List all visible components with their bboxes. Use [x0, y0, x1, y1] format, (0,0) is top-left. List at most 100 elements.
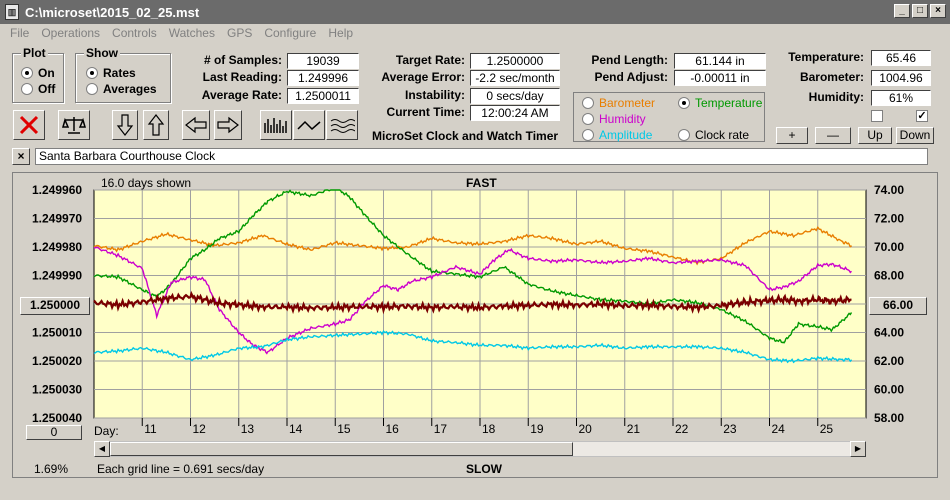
radio-icon — [582, 129, 594, 141]
balance-scale-icon — [62, 117, 86, 134]
close-button[interactable]: × — [930, 4, 946, 18]
right-center-value[interactable]: 66.00 — [869, 297, 927, 315]
average-error-label: Average Error: — [381, 70, 465, 84]
left-tick-label: 1.249960 — [32, 183, 82, 197]
radio-icon — [582, 97, 594, 109]
sensor-clockrate-radio[interactable]: Clock rate — [678, 128, 749, 142]
zero-button[interactable]: 0 — [26, 425, 82, 440]
day-tick-label: 18 — [482, 422, 496, 436]
fast-label: FAST — [466, 176, 497, 190]
pend-length-value: 61.144 in — [674, 53, 766, 69]
day-tick-label: 24 — [772, 422, 786, 436]
day-tick-label: 13 — [241, 422, 255, 436]
radio-selected-icon — [21, 67, 33, 79]
right-tick-label: 62.00 — [874, 354, 904, 368]
sensor-temperature-radio[interactable]: Temperature — [678, 96, 762, 110]
day-tick-label: 16 — [386, 422, 400, 436]
grid-note: Each grid line = 0.691 secs/day — [97, 462, 265, 476]
humidity-label: Humidity: — [808, 90, 864, 104]
line-plot-icon — [297, 120, 321, 131]
title-bar: ▥ C:\microset\2015_02_25.mst _ □ × — [0, 0, 950, 24]
left-tick-label: 1.249980 — [32, 240, 82, 254]
minimize-button[interactable]: _ — [894, 4, 910, 18]
right-tick-label: 64.00 — [874, 326, 904, 340]
plot-group: Plot On Off — [12, 46, 64, 103]
arrow-down-icon — [116, 114, 134, 136]
series-line-barometer — [93, 226, 853, 266]
target-rate-value: 1.2500000 — [470, 53, 560, 69]
scrollbar-thumb[interactable] — [110, 442, 573, 456]
current-time-label: Current Time: — [386, 105, 465, 119]
menu-bar: File Operations Controls Watches GPS Con… — [0, 24, 950, 42]
menu-controls[interactable]: Controls — [112, 26, 157, 40]
scroll-right-button[interactable] — [214, 110, 242, 140]
move-down-button[interactable] — [112, 110, 138, 140]
radio-selected-icon — [86, 67, 98, 79]
scroll-left-arrow-icon[interactable]: ◀ — [94, 441, 110, 457]
day-axis-label: Day: — [94, 424, 119, 438]
day-tick-label: 12 — [193, 422, 207, 436]
left-checkbox[interactable] — [871, 110, 883, 122]
instability-value: 0 secs/day — [470, 88, 560, 104]
maximize-button[interactable]: □ — [912, 4, 928, 18]
sensor-humidity-radio[interactable]: Humidity — [582, 112, 646, 126]
sensor-barometer-radio[interactable]: Barometer — [582, 96, 655, 110]
window-title: C:\microset\2015_02_25.mst — [25, 4, 200, 20]
balance-button[interactable] — [58, 110, 90, 140]
radio-icon — [678, 129, 690, 141]
plot-off-radio[interactable]: Off — [21, 82, 55, 96]
menu-help[interactable]: Help — [328, 26, 354, 40]
day-tick-label: 11 — [144, 422, 157, 436]
histogram-button[interactable] — [260, 110, 292, 140]
scale-up-button[interactable]: Up — [858, 127, 892, 144]
left-tick-label: 1.249990 — [32, 269, 82, 283]
menu-operations[interactable]: Operations — [41, 26, 101, 40]
menu-configure[interactable]: Configure — [264, 26, 317, 40]
scroll-left-button[interactable] — [182, 110, 210, 140]
wave-plot-button[interactable] — [326, 110, 358, 140]
show-group: Show Rates Averages — [75, 46, 171, 103]
menu-gps[interactable]: GPS — [226, 26, 253, 40]
barometer-value: 1004.96 — [871, 70, 931, 86]
left-tick-label: 1.250040 — [32, 411, 82, 425]
sensor-select-box: Barometer Temperature Humidity Amplitude… — [573, 92, 765, 142]
right-tick-label: 74.00 — [874, 183, 904, 197]
move-up-button[interactable] — [143, 110, 169, 140]
right-checkbox[interactable]: ✓ — [916, 110, 928, 122]
scroll-right-arrow-icon[interactable]: ▶ — [850, 441, 866, 457]
pend-length-label: Pend Length: — [591, 53, 668, 67]
day-tick-label: 19 — [530, 422, 544, 436]
plot-on-radio[interactable]: On — [21, 66, 55, 80]
right-tick-label: 72.00 — [874, 212, 904, 226]
radio-icon — [86, 83, 98, 95]
current-time-value: 12:00:24 AM — [470, 105, 560, 121]
radio-icon — [21, 83, 33, 95]
right-tick-label: 58.00 — [874, 411, 904, 425]
day-tick-label: 15 — [337, 422, 351, 436]
menu-watches[interactable]: Watches — [168, 26, 215, 40]
line-plot-button[interactable] — [293, 110, 325, 140]
clear-button[interactable] — [13, 110, 45, 140]
right-tick-label: 70.00 — [874, 240, 904, 254]
radio-icon — [582, 113, 594, 125]
day-tick-label: 23 — [723, 422, 737, 436]
scale-down-button[interactable]: Down — [896, 127, 934, 144]
temperature-value: 65.46 — [871, 50, 931, 66]
zoom-in-button[interactable]: + — [776, 127, 808, 144]
close-clock-button[interactable]: × — [12, 148, 30, 165]
series-line-humidity — [93, 246, 852, 355]
series-line-amplitude — [93, 330, 853, 364]
arrow-left-icon — [185, 116, 207, 134]
show-rates-radio[interactable]: Rates — [86, 66, 136, 80]
clock-name-field[interactable]: Santa Barbara Courthouse Clock — [35, 148, 928, 165]
instability-label: Instability: — [404, 88, 465, 102]
left-center-value[interactable]: 1.250000 — [20, 297, 90, 315]
samples-value: 19039 — [287, 53, 359, 69]
show-averages-radio[interactable]: Averages — [86, 82, 157, 96]
sensor-amplitude-radio[interactable]: Amplitude — [582, 128, 652, 142]
menu-file[interactable]: File — [10, 26, 30, 40]
average-rate-value: 1.2500011 — [287, 88, 359, 104]
zoom-out-button[interactable]: — — [815, 127, 851, 144]
humidity-value: 61% — [871, 90, 931, 106]
